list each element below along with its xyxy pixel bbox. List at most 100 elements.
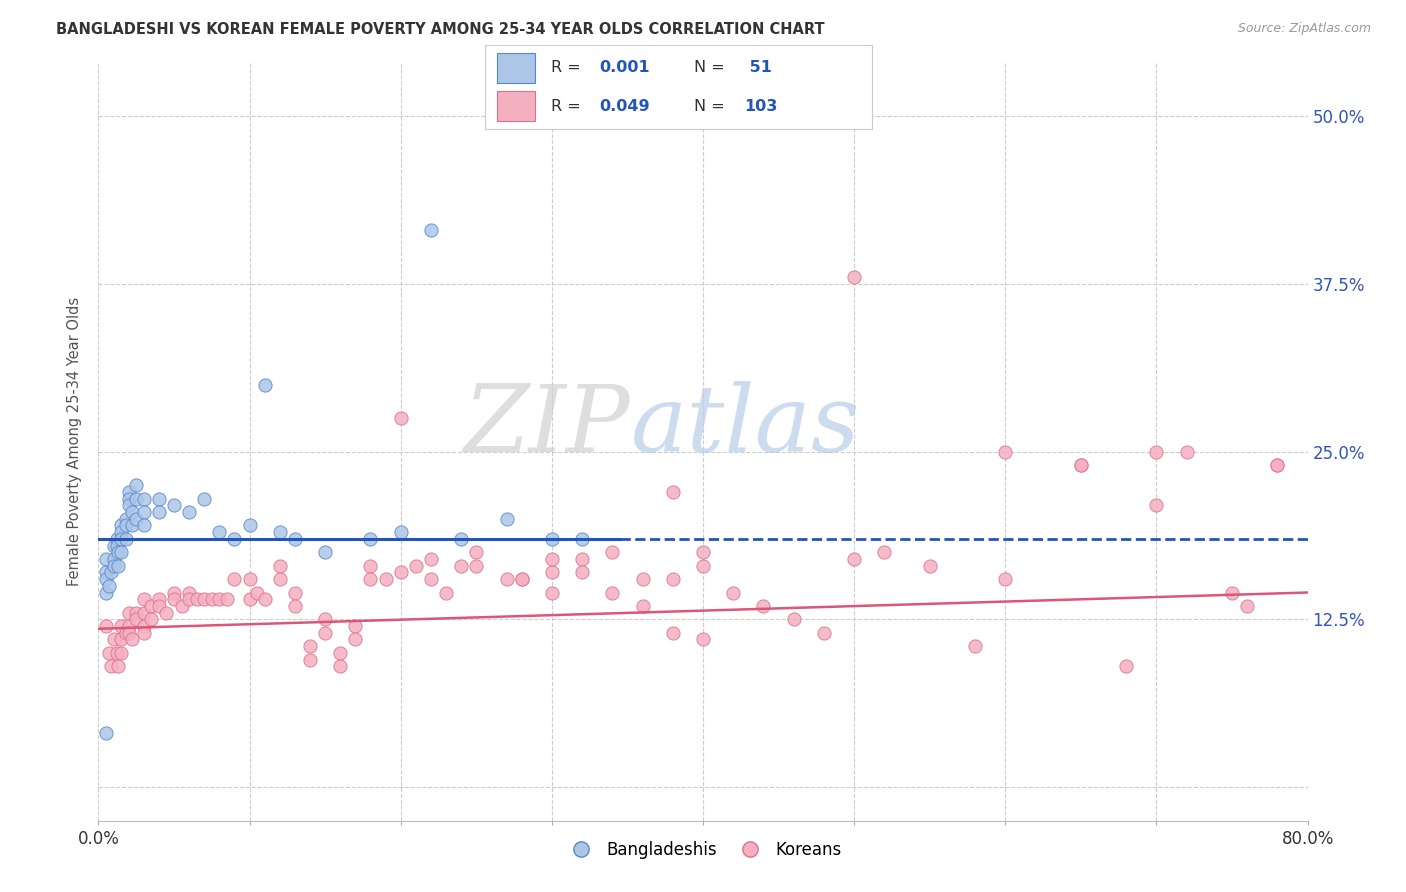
Point: [420, 223, 443, 237]
Point: [118, 498, 141, 512]
Point: [329, 659, 352, 673]
Point: [224, 532, 246, 546]
Point: [118, 491, 141, 506]
Point: [540, 552, 562, 566]
Point: [540, 566, 562, 580]
Point: [114, 625, 136, 640]
Point: [389, 525, 412, 540]
Text: R =: R =: [551, 61, 586, 76]
Point: [132, 619, 155, 633]
Point: [540, 585, 562, 599]
Point: [661, 484, 683, 499]
Point: [631, 599, 654, 613]
Point: [1070, 458, 1092, 472]
Point: [239, 572, 262, 586]
Bar: [496, 54, 536, 83]
Point: [1070, 458, 1092, 472]
Point: [571, 552, 593, 566]
Point: [571, 566, 593, 580]
Text: 51: 51: [744, 61, 772, 76]
Point: [100, 566, 122, 580]
Point: [284, 599, 307, 613]
Point: [360, 572, 382, 586]
Point: [107, 558, 129, 573]
Point: [269, 525, 291, 540]
Point: [132, 491, 155, 506]
Point: [121, 505, 143, 519]
Point: [224, 572, 246, 586]
Point: [465, 558, 488, 573]
Point: [450, 558, 472, 573]
Point: [94, 585, 117, 599]
Point: [844, 270, 866, 285]
Point: [450, 532, 472, 546]
Point: [110, 532, 132, 546]
Point: [121, 632, 143, 647]
Point: [201, 592, 224, 607]
Point: [844, 552, 866, 566]
Point: [873, 545, 896, 559]
Point: [141, 599, 163, 613]
Text: Source: ZipAtlas.com: Source: ZipAtlas.com: [1237, 22, 1371, 36]
Point: [110, 646, 132, 660]
Point: [132, 592, 155, 607]
Point: [132, 505, 155, 519]
Point: [602, 585, 624, 599]
Point: [208, 525, 231, 540]
Point: [374, 572, 396, 586]
Point: [692, 558, 714, 573]
Point: [125, 478, 148, 492]
Point: [148, 505, 170, 519]
Point: [132, 518, 155, 533]
Point: [1144, 444, 1167, 458]
Point: [510, 572, 533, 586]
Point: [179, 592, 201, 607]
Text: ZIP: ZIP: [464, 382, 630, 471]
Text: 103: 103: [744, 98, 778, 113]
Point: [314, 625, 336, 640]
Point: [103, 558, 125, 573]
Point: [107, 545, 129, 559]
Point: [98, 646, 121, 660]
Point: [125, 491, 148, 506]
Point: [94, 566, 117, 580]
Point: [1175, 444, 1198, 458]
Point: [692, 632, 714, 647]
Point: [246, 585, 269, 599]
Point: [148, 592, 170, 607]
Point: [1115, 659, 1137, 673]
Point: [1236, 599, 1258, 613]
Point: [193, 491, 215, 506]
Point: [239, 592, 262, 607]
Point: [94, 726, 117, 740]
Point: [284, 532, 307, 546]
Point: [239, 518, 262, 533]
Point: [495, 572, 517, 586]
Point: [269, 558, 291, 573]
Text: N =: N =: [695, 61, 730, 76]
Text: N =: N =: [695, 98, 730, 113]
Point: [465, 545, 488, 559]
Point: [118, 606, 141, 620]
Point: [783, 612, 806, 626]
Point: [571, 532, 593, 546]
Point: [1267, 458, 1289, 472]
Point: [163, 498, 186, 512]
Point: [132, 606, 155, 620]
Point: [114, 512, 136, 526]
Point: [1220, 585, 1243, 599]
Point: [631, 572, 654, 586]
Point: [1267, 458, 1289, 472]
Point: [602, 545, 624, 559]
Point: [94, 552, 117, 566]
Point: [420, 552, 443, 566]
Point: [141, 612, 163, 626]
Point: [105, 539, 128, 553]
Point: [692, 545, 714, 559]
Point: [94, 619, 117, 633]
Point: [495, 512, 517, 526]
Point: [179, 585, 201, 599]
Point: [329, 646, 352, 660]
Point: [125, 606, 148, 620]
Point: [118, 625, 141, 640]
